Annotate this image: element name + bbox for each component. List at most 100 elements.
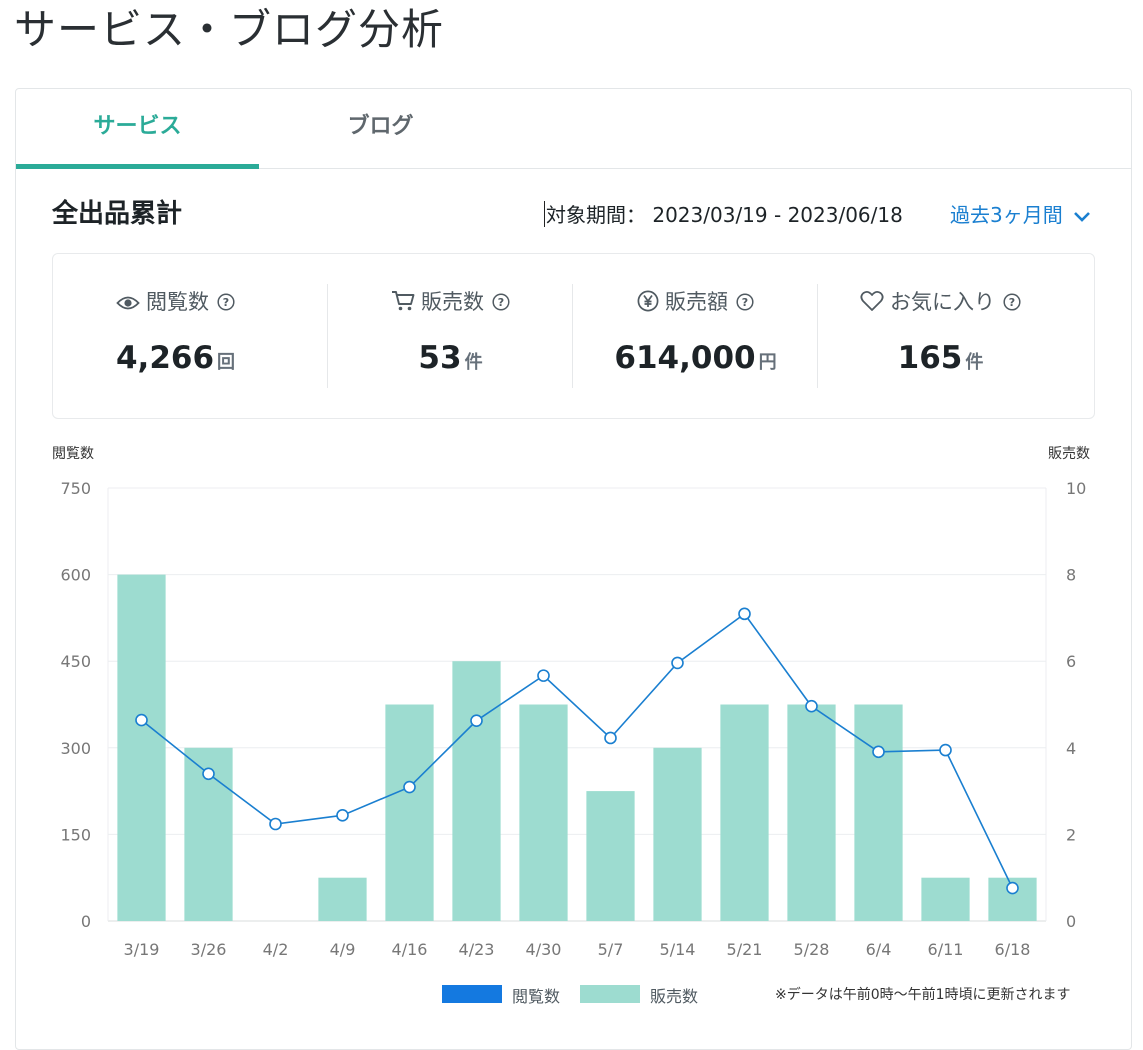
- point-views: [738, 607, 751, 621]
- stat-views-label: 閲覧数: [146, 290, 209, 314]
- stat-sales-count-label: 販売数: [421, 290, 484, 314]
- stat-divider: [817, 284, 818, 388]
- y-left-tick-label: 450: [60, 652, 91, 671]
- point-views: [805, 699, 818, 713]
- x-tick-label: 6/11: [928, 940, 964, 959]
- bar-sales: [117, 574, 166, 921]
- update-note: ※データは午前0時～午前1時頃に更新されます: [775, 987, 1071, 1003]
- stat-sales-count-value: 53: [418, 340, 462, 376]
- period-label: 対象期間：: [546, 203, 646, 227]
- x-tick-label: 5/14: [660, 940, 696, 959]
- help-icon[interactable]: ?: [736, 293, 754, 311]
- y-right-tick-label: 10: [1066, 479, 1086, 498]
- period-select[interactable]: 過去3ヶ月間: [950, 199, 1091, 228]
- y-left-tick-label: 150: [60, 825, 91, 844]
- period-range: 2023/03/19 - 2023/06/18: [652, 203, 903, 227]
- cart-icon: [392, 291, 415, 311]
- y-right-tick-label: 0: [1066, 912, 1076, 931]
- stat-divider: [572, 284, 573, 388]
- stat-sales-amount-value: 614,000: [614, 340, 756, 376]
- stat-views-unit: 回: [217, 352, 236, 373]
- point-views: [403, 780, 416, 794]
- bar-sales: [385, 704, 434, 921]
- bar-sales: [452, 661, 501, 921]
- x-tick-label: 5/28: [794, 940, 830, 959]
- bar-sales: [653, 747, 702, 921]
- stat-favorites: お気に入り? 165 件: [818, 254, 1063, 418]
- y-left-tick-label: 0: [81, 912, 91, 931]
- stat-sales-amount-label: 販売額: [665, 290, 728, 314]
- tab-blog[interactable]: ブログ: [347, 114, 414, 139]
- text-cursor: [544, 201, 545, 227]
- y-right-tick-label: 8: [1066, 566, 1076, 585]
- bar-sales: [720, 704, 769, 921]
- stat-views-value: 4,266: [115, 340, 215, 376]
- x-tick-label: 4/30: [526, 940, 562, 959]
- heart-icon: [860, 290, 884, 311]
- yen-icon: [637, 290, 659, 312]
- x-tick-label: 6/18: [995, 940, 1031, 959]
- x-tick-label: 3/19: [124, 940, 160, 959]
- point-views: [1006, 881, 1019, 895]
- point-views: [537, 669, 550, 682]
- bar-sales: [854, 704, 903, 921]
- legend-label-views[interactable]: 閲覧数: [512, 987, 561, 1006]
- point-views: [671, 656, 684, 670]
- x-tick-label: 5/21: [727, 940, 763, 959]
- y-right-tick-label: 6: [1066, 652, 1076, 671]
- stat-favorites-value: 165: [897, 340, 963, 376]
- x-tick-label: 4/9: [330, 940, 356, 959]
- legend-swatch-views[interactable]: [442, 985, 502, 1003]
- bar-sales: [921, 877, 970, 921]
- x-tick-label: 4/2: [263, 940, 289, 959]
- help-icon[interactable]: ?: [1003, 293, 1021, 311]
- point-views: [939, 743, 952, 757]
- point-views: [872, 745, 885, 759]
- point-views: [202, 767, 215, 781]
- bar-sales: [519, 704, 568, 921]
- x-tick-label: 6/4: [866, 940, 892, 959]
- stat-divider: [327, 284, 328, 388]
- stat-favorites-label: お気に入り: [890, 290, 995, 314]
- y-right-axis-title: 販売数: [1048, 446, 1090, 462]
- chevron-down-icon: [1074, 212, 1091, 222]
- y-left-axis-title: 閲覧数: [52, 446, 94, 462]
- y-right-tick-label: 2: [1066, 825, 1076, 844]
- tab-service[interactable]: サービス: [16, 89, 259, 169]
- stat-sales-count: 販売数? 53 件: [328, 254, 573, 418]
- svg-text:?: ?: [498, 296, 504, 309]
- stat-favorites-unit: 件: [965, 352, 984, 373]
- point-views: [470, 714, 483, 727]
- point-views: [604, 731, 617, 745]
- page-title: サービス・ブログ分析: [14, 5, 445, 54]
- legend-swatch-sales[interactable]: [580, 985, 640, 1003]
- x-tick-label: 4/23: [459, 940, 495, 959]
- help-icon[interactable]: ?: [217, 293, 235, 311]
- point-views: [135, 713, 148, 727]
- bar-sales: [586, 791, 635, 921]
- stat-sales-count-unit: 件: [464, 352, 483, 373]
- stat-sales-amount: 販売額? 614,000 円: [573, 254, 818, 418]
- stat-views: 閲覧数? 4,266 回: [53, 254, 298, 418]
- help-icon[interactable]: ?: [492, 293, 510, 311]
- legend-label-sales[interactable]: 販売数: [650, 987, 699, 1006]
- stat-sales-amount-unit: 円: [758, 352, 777, 373]
- stats-panel: 閲覧数? 4,266 回 販売数? 53 件 販売額? 6: [52, 253, 1095, 419]
- x-tick-label: 5/7: [598, 940, 624, 959]
- period-display: 対象期間： 2023/03/19 - 2023/06/18: [544, 199, 903, 228]
- svg-text:?: ?: [223, 296, 229, 309]
- line-views: [140, 612, 1014, 889]
- x-tick-label: 3/26: [191, 940, 227, 959]
- point-views: [269, 817, 282, 831]
- eye-icon: [116, 296, 140, 310]
- y-left-tick-label: 300: [60, 739, 91, 758]
- bar-sales: [318, 877, 367, 921]
- svg-text:?: ?: [742, 296, 748, 309]
- y-left-tick-label: 750: [60, 479, 91, 498]
- x-tick-label: 4/16: [392, 940, 428, 959]
- y-left-tick-label: 600: [60, 566, 91, 585]
- tab-bar: サービス ブログ: [16, 89, 1131, 169]
- bar-sales: [787, 704, 836, 921]
- period-select-label: 過去3ヶ月間: [950, 203, 1063, 227]
